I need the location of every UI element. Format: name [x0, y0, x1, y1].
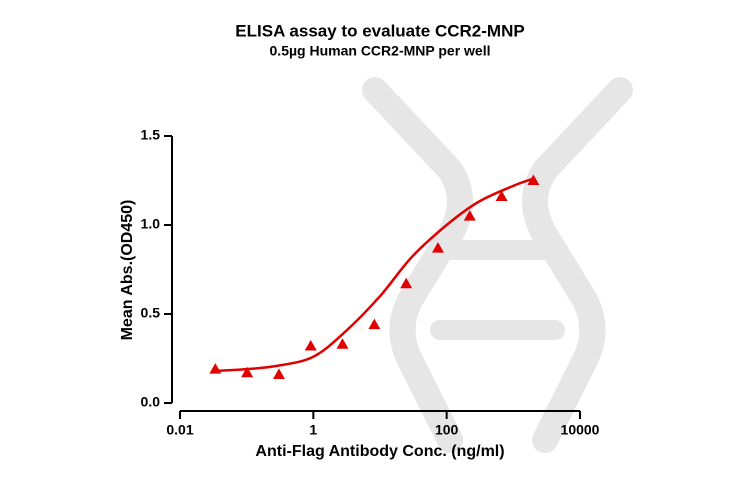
y-tick-label: 0.5 — [141, 305, 161, 321]
data-point — [463, 210, 476, 221]
data-point — [209, 363, 222, 374]
y-tick-label: 1.5 — [141, 127, 161, 143]
data-point — [495, 190, 508, 202]
y-tick-label: 1.0 — [141, 216, 161, 232]
x-tick-label: 100 — [435, 422, 459, 438]
y-tick-label: 0.0 — [141, 394, 161, 410]
chart-subtitle: 0.5µg Human CCR2-MNP per well — [270, 43, 491, 59]
fit-curve — [215, 177, 534, 373]
x-tick-label: 1 — [309, 422, 317, 438]
data-point — [336, 338, 349, 349]
data-point — [400, 277, 413, 289]
y-axis-label: Mean Abs.(OD450) — [119, 200, 136, 341]
data-point — [431, 242, 444, 253]
data-point — [527, 174, 540, 185]
x-axis-label: Anti-Flag Antibody Conc. (ng/ml) — [255, 443, 504, 460]
chart-title: ELISA assay to evaluate CCR2-MNP — [235, 21, 524, 40]
data-point — [241, 366, 254, 378]
x-tick-label: 10000 — [561, 422, 600, 438]
watermark — [362, 77, 633, 453]
data-point — [368, 318, 381, 330]
x-tick-label: 0.01 — [166, 422, 193, 438]
data-point — [304, 340, 317, 351]
data-point — [272, 368, 285, 380]
